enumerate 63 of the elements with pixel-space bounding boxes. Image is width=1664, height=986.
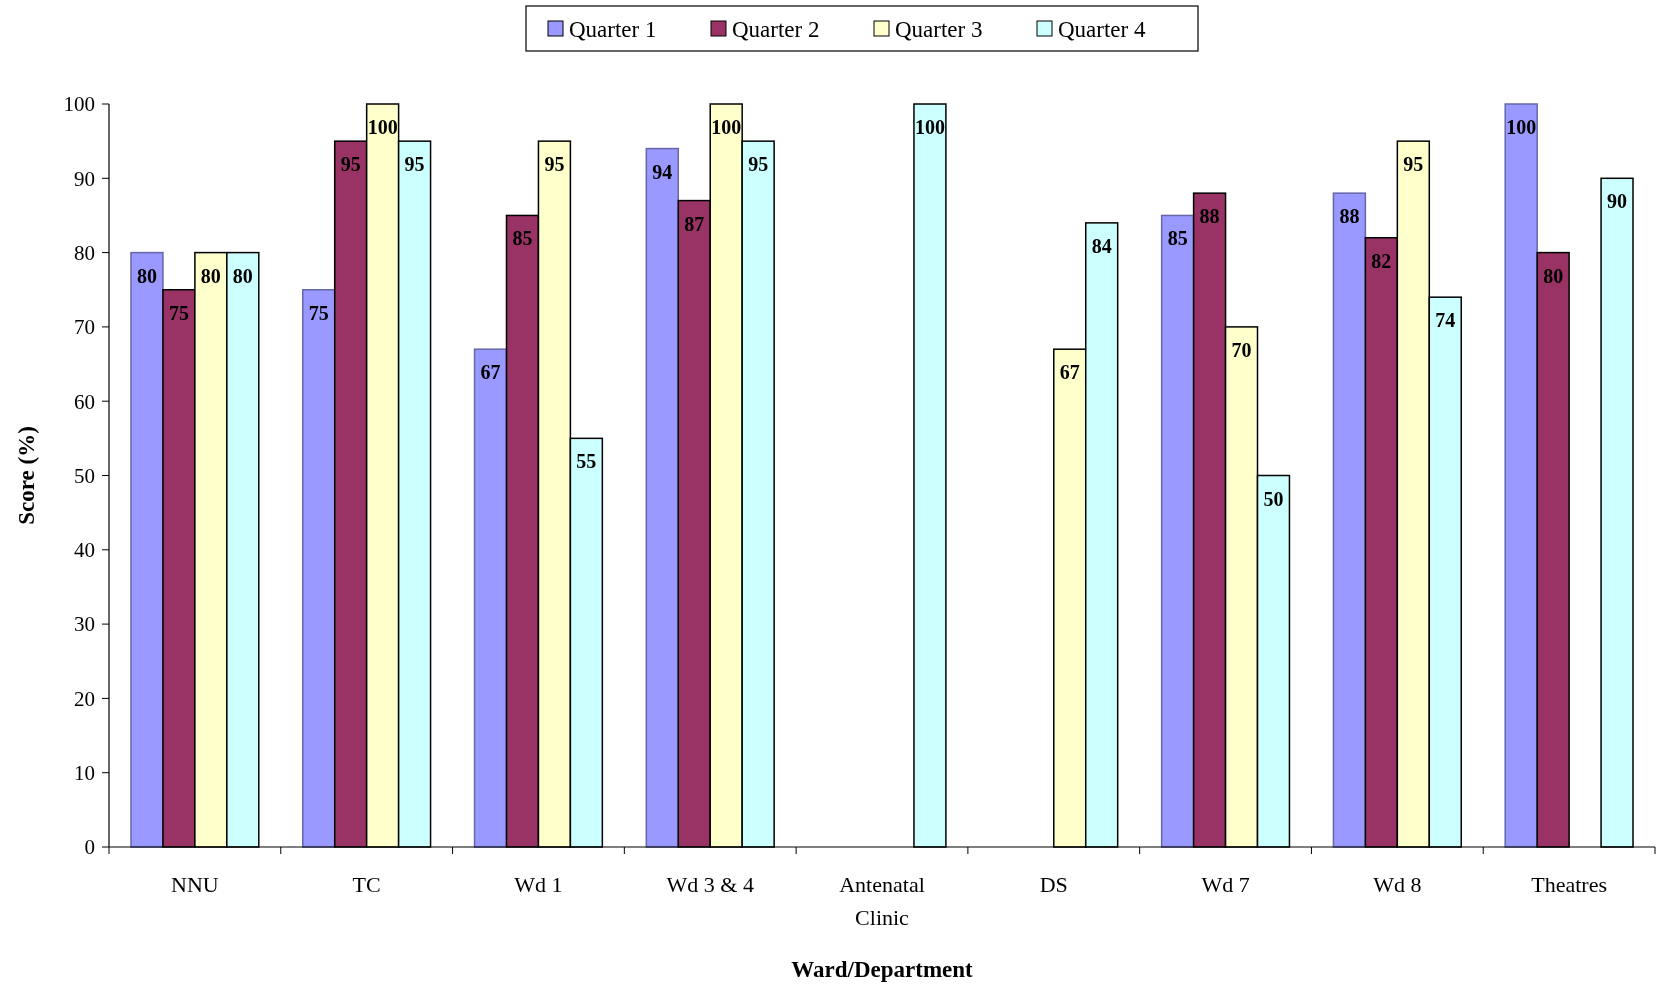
data-label: 95 [748, 153, 769, 176]
x-axis-title: Ward/Department [791, 957, 974, 982]
y-tick-label: 80 [74, 240, 95, 265]
x-tick-label: Wd 8 [1373, 872, 1422, 897]
bar [473, 348, 508, 848]
x-tick-label: Wd 1 [514, 872, 563, 897]
bar [302, 289, 336, 848]
data-label: 94 [652, 160, 673, 183]
y-tick-label: 0 [84, 835, 95, 860]
data-label: 75 [168, 301, 189, 324]
legend-label: Quarter 1 [569, 17, 657, 43]
data-label: 80 [1543, 264, 1564, 287]
data-label: 82 [1371, 249, 1392, 272]
data-label: 85 [1167, 227, 1188, 250]
data-label: 100 [914, 116, 945, 138]
data-label: 90 [1607, 190, 1628, 213]
x-tick-label: NNU [171, 872, 219, 897]
data-label: 80 [200, 264, 221, 287]
data-label: 95 [544, 153, 565, 176]
data-label: 95 [1403, 153, 1424, 176]
y-tick-label: 100 [63, 92, 95, 117]
data-label: 75 [308, 301, 329, 324]
data-label: 67 [480, 361, 501, 384]
y-tick-label: 10 [74, 761, 95, 786]
data-label: 67 [1059, 361, 1080, 384]
bar [645, 147, 680, 848]
x-tick-label: DS [1039, 872, 1068, 897]
bar [1332, 192, 1367, 848]
data-label: 84 [1091, 234, 1112, 257]
data-label: 85 [512, 227, 533, 250]
bar [1160, 214, 1195, 848]
data-label: 95 [404, 153, 425, 176]
y-tick-label: 90 [74, 166, 95, 191]
x-tick-label: Wd 3 & 4 [666, 872, 754, 897]
legend-label: Quarter 2 [732, 17, 820, 43]
x-tick-label: TC [352, 872, 381, 897]
data-label: 50 [1263, 487, 1284, 510]
y-tick-label: 30 [74, 612, 95, 637]
y-tick-label: 50 [74, 463, 95, 488]
data-label: 88 [1199, 205, 1220, 228]
data-label: 87 [684, 212, 705, 235]
x-tick-label: Antenatal Clinic [839, 872, 925, 930]
data-label: 80 [136, 264, 157, 287]
legend-label: Quarter 3 [895, 17, 983, 43]
x-tick-label: Theatres [1531, 872, 1607, 897]
x-tick-label: Wd 7 [1201, 872, 1250, 897]
y-axis-title: Score (%) [14, 426, 39, 525]
bar [1504, 103, 1538, 848]
data-label: 100 [367, 116, 398, 138]
y-tick-label: 70 [74, 315, 95, 340]
data-label: 80 [232, 264, 253, 287]
data-label: 70 [1231, 338, 1252, 361]
y-tick-label: 40 [74, 538, 95, 563]
bar [130, 251, 164, 848]
data-label: 88 [1339, 205, 1360, 228]
legend-label: Quarter 4 [1058, 17, 1146, 43]
data-label: 95 [340, 153, 361, 176]
data-label: 74 [1435, 309, 1456, 332]
y-tick-label: 60 [74, 389, 95, 414]
data-label: 100 [1506, 116, 1537, 138]
data-label: 55 [576, 450, 597, 473]
data-label: 100 [711, 116, 742, 138]
y-tick-label: 20 [74, 686, 95, 711]
